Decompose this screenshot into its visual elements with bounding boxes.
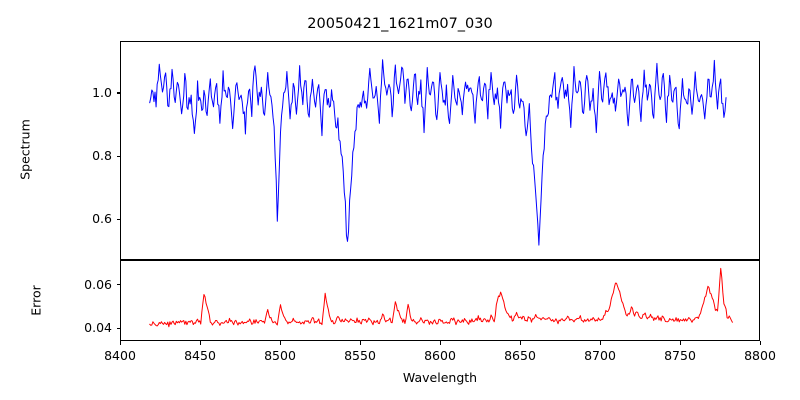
spectrum-plot-area bbox=[120, 41, 760, 260]
x-tick-label: 8750 bbox=[664, 348, 696, 363]
x-tick-mark bbox=[439, 341, 441, 345]
x-tick-label: 8650 bbox=[504, 348, 536, 363]
error-y-tick-mark bbox=[116, 327, 120, 329]
x-tick-label: 8800 bbox=[744, 348, 776, 363]
x-tick-mark bbox=[359, 341, 361, 345]
spectrum-y-tick-mark bbox=[116, 92, 120, 94]
x-tick-mark bbox=[599, 341, 601, 345]
x-tick-label: 8500 bbox=[264, 348, 296, 363]
x-tick-mark bbox=[279, 341, 281, 345]
x-tick-label: 8550 bbox=[344, 348, 376, 363]
x-tick-label: 8400 bbox=[104, 348, 136, 363]
spectrum-y-axis-label: Spectrum bbox=[17, 119, 33, 180]
x-tick-mark bbox=[759, 341, 761, 345]
x-tick-mark bbox=[199, 341, 201, 345]
x-axis-label: Wavelength bbox=[402, 370, 478, 385]
page-title: 20050421_1621m07_030 bbox=[307, 16, 493, 32]
x-tick-mark bbox=[119, 341, 121, 345]
x-tick-label: 8600 bbox=[424, 348, 456, 363]
spectrum-y-tick-label: 0.8 bbox=[92, 148, 112, 163]
spectrum-y-tick-mark bbox=[116, 218, 120, 220]
error-y-tick-mark bbox=[116, 284, 120, 286]
error-y-tick-label: 0.04 bbox=[84, 320, 112, 336]
spectrum-line-chart bbox=[149, 59, 727, 246]
error-plot-area bbox=[120, 260, 760, 341]
error-line-chart bbox=[149, 267, 733, 328]
spectrum-y-tick-label: 1.0 bbox=[92, 84, 112, 100]
x-tick-mark bbox=[679, 341, 681, 345]
error-y-tick-label: 0.06 bbox=[84, 276, 112, 292]
spectrum-y-tick-label: 0.6 bbox=[92, 211, 112, 227]
x-tick-label: 8700 bbox=[584, 348, 616, 363]
x-tick-label: 8450 bbox=[184, 348, 216, 363]
spectrum-y-tick-mark bbox=[116, 155, 120, 157]
x-tick-mark bbox=[519, 341, 521, 345]
error-y-axis-label: Error bbox=[28, 285, 44, 316]
